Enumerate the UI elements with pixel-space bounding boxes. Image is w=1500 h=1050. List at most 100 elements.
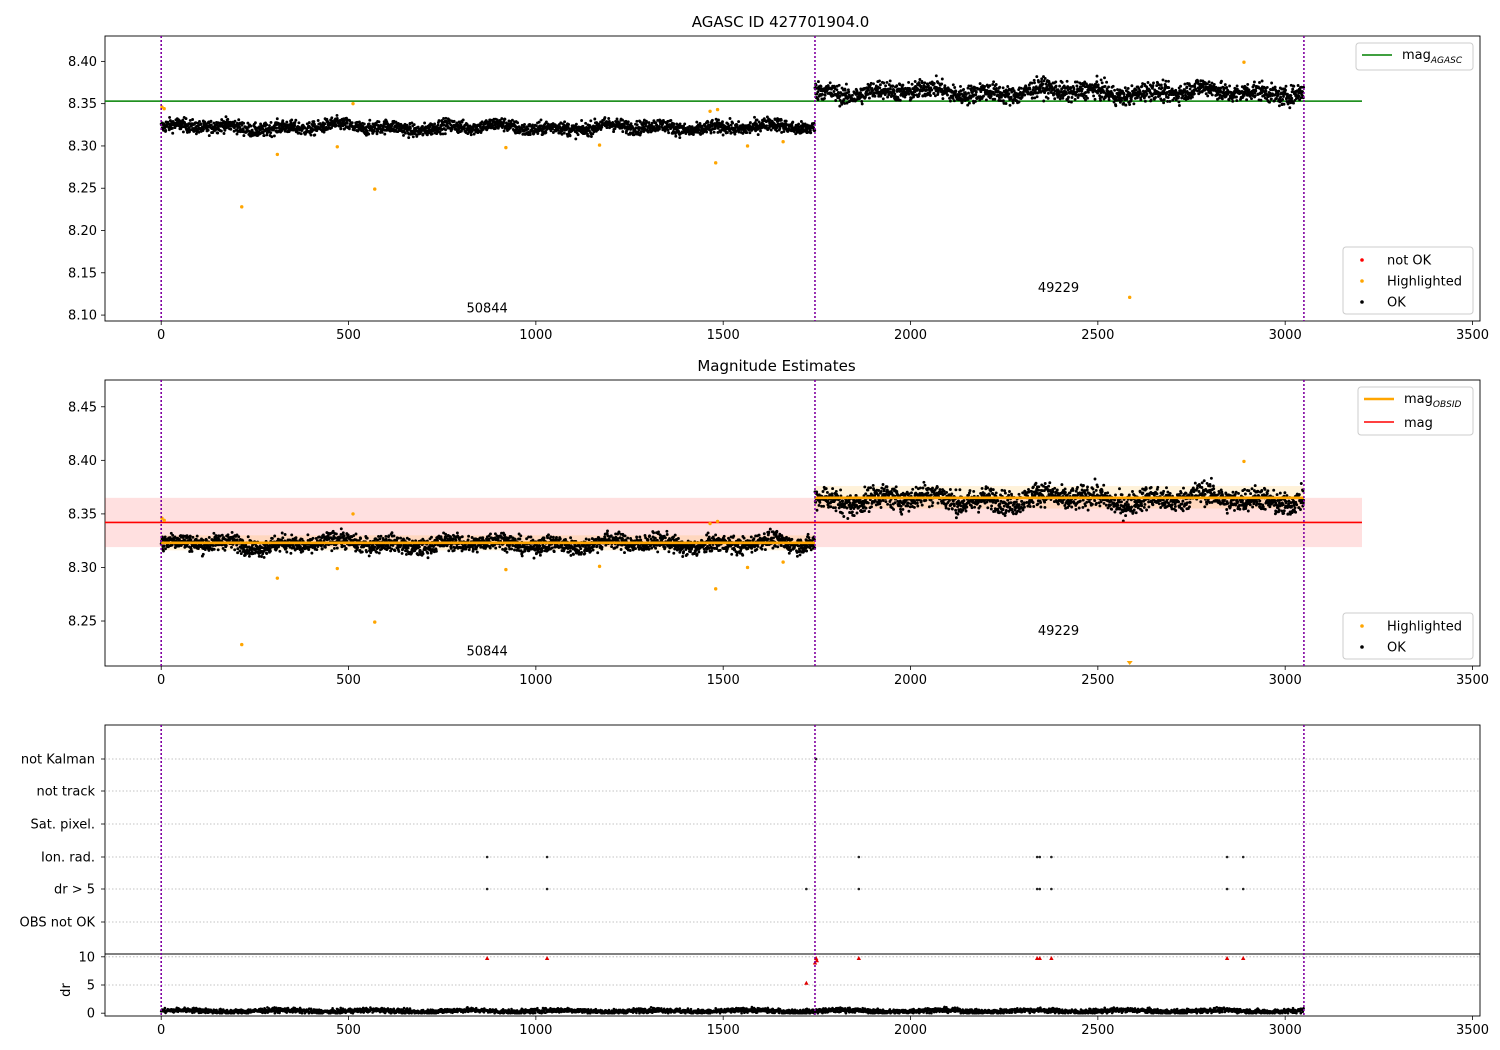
chart-title: Magnitude Estimates <box>697 357 855 375</box>
highlighted-point <box>1242 60 1246 64</box>
ok-point <box>216 131 220 135</box>
ok-point <box>1099 78 1103 82</box>
ok-point <box>362 122 366 126</box>
ok-point <box>367 554 371 558</box>
ok-point <box>399 122 403 126</box>
highlighted-point <box>504 145 508 150</box>
ok-point <box>992 80 996 84</box>
ok-point <box>367 122 371 126</box>
ok-point <box>1093 97 1097 101</box>
ok-point <box>229 127 233 131</box>
ok-point <box>1292 84 1296 88</box>
ok-point <box>809 131 813 135</box>
axes-frame <box>104 35 1481 322</box>
ok-point <box>164 547 167 551</box>
ok-point <box>1046 91 1050 95</box>
ok-point <box>384 534 388 538</box>
ok-point <box>1228 84 1232 88</box>
ok-point <box>847 90 851 94</box>
ok-point <box>230 530 234 534</box>
ok-point <box>397 549 401 553</box>
ok-point <box>499 121 503 124</box>
ok-point <box>289 551 293 555</box>
ok-point <box>1004 102 1008 105</box>
ok-point <box>1166 96 1170 99</box>
ok-point <box>1269 97 1273 101</box>
ok-point <box>613 127 617 131</box>
ok-point <box>667 131 671 135</box>
ok-point <box>674 132 677 135</box>
ok-point <box>1183 82 1187 86</box>
ok-point <box>309 133 313 137</box>
ok-point <box>1011 101 1015 105</box>
ok-point <box>238 126 242 129</box>
ok-point <box>1160 98 1164 102</box>
ok-point <box>797 122 801 126</box>
ok-point <box>423 121 427 125</box>
ok-point <box>359 537 363 540</box>
ok-point <box>1161 78 1165 82</box>
ok-point <box>1177 94 1181 98</box>
ok-point <box>948 99 952 103</box>
ok-point <box>310 551 314 555</box>
y-tick-label: 8.30 <box>68 561 97 576</box>
ok-point <box>209 123 213 127</box>
ok-point <box>470 129 474 133</box>
ok-point <box>341 531 345 535</box>
ok-point <box>450 127 454 131</box>
ok-point <box>951 83 955 87</box>
ok-point <box>1190 95 1194 99</box>
ok-point <box>377 551 381 555</box>
ok-point <box>199 122 203 126</box>
ok-point <box>705 130 709 134</box>
ok-point <box>871 88 875 92</box>
ok-point <box>765 124 769 128</box>
ok-point <box>563 120 567 124</box>
ok-point <box>678 122 682 126</box>
ok-point <box>666 128 670 132</box>
y-tick-label: 8.45 <box>68 400 97 415</box>
ok-point <box>872 82 875 86</box>
ok-point <box>716 130 720 134</box>
ok-point <box>657 127 661 131</box>
ok-point <box>181 130 185 134</box>
ok-point <box>1220 79 1223 83</box>
ok-point <box>297 121 301 125</box>
ok-point <box>974 93 978 97</box>
ok-point <box>275 126 278 130</box>
ok-point <box>1105 80 1109 84</box>
ok-point <box>1043 76 1047 80</box>
ok-point <box>737 120 741 124</box>
ok-point <box>1139 98 1143 102</box>
ok-point <box>536 132 540 135</box>
ok-point <box>791 120 795 124</box>
ok-point <box>733 132 737 136</box>
ok-point <box>1007 92 1011 96</box>
ok-point <box>952 99 956 103</box>
ok-point <box>940 82 944 86</box>
ok-point <box>784 119 788 123</box>
ok-point <box>1075 84 1079 88</box>
ok-point <box>1147 95 1151 99</box>
x-tick-label: 3500 <box>1456 328 1489 343</box>
ok-point <box>500 117 504 121</box>
ok-point <box>706 120 710 124</box>
ok-point <box>246 121 250 125</box>
x-tick-label: 3500 <box>1456 673 1489 688</box>
ok-point <box>1032 78 1036 82</box>
ok-point <box>819 85 823 88</box>
ok-point <box>650 121 654 125</box>
ok-point <box>365 536 369 540</box>
ok-point <box>270 536 274 540</box>
ok-point <box>375 132 379 136</box>
ok-point <box>393 549 397 553</box>
ok-point <box>850 93 854 97</box>
ok-point <box>910 82 914 86</box>
ok-point <box>421 552 425 556</box>
x-tick-label: 1500 <box>707 673 740 688</box>
ok-point <box>1277 104 1281 108</box>
ok-point <box>881 97 885 101</box>
ok-point <box>356 546 360 550</box>
legend-marker <box>1360 258 1364 262</box>
